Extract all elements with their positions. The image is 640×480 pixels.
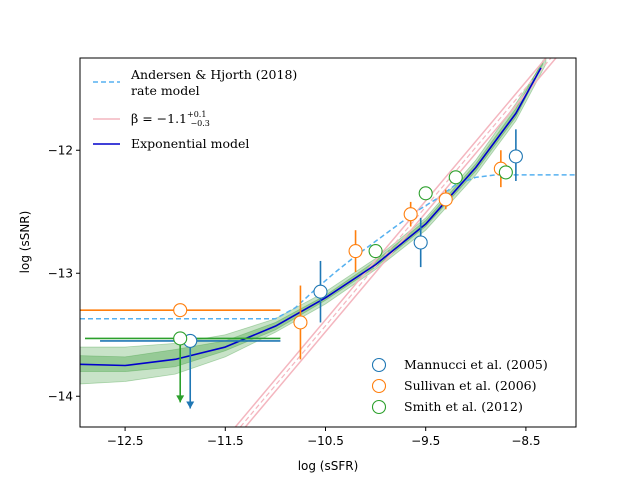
andersen-line (80, 174, 576, 320)
legend-label-andersen-1: rate model (131, 83, 200, 98)
point-smith-11 (368, 244, 383, 259)
exponential-line (80, 67, 542, 367)
point-smith-13 (448, 170, 463, 185)
legend-models: Andersen & Hjorth (2018) rate model β = −… (93, 67, 297, 151)
band-inner (80, 58, 544, 373)
point-sullivan-7 (403, 207, 418, 222)
beta-line-center (239, 58, 552, 427)
x-tick-label-4: −8.5 (511, 434, 540, 448)
point-smith-14 (498, 165, 513, 180)
point-sullivan-6 (348, 244, 363, 259)
legend-marker-mannucci (371, 357, 387, 373)
y-axis-label: log (sSNR) (18, 211, 32, 274)
point-mannucci-2 (508, 149, 523, 164)
point-mannucci-0 (313, 284, 328, 299)
point-smith-12 (418, 186, 433, 201)
point-sullivan-8 (438, 192, 453, 207)
legend-label-andersen-0: Andersen & Hjorth (2018) (130, 67, 297, 82)
x-axis-label: log (sSFR) (298, 459, 359, 473)
x-tick-label-1: −11.5 (207, 434, 244, 448)
point-smith-10 (173, 331, 188, 346)
legend-label-exponential: Exponential model (131, 136, 249, 151)
legend-label-beta: β = −1.1+0.1 −0.3 (131, 110, 210, 128)
x-tick-label-2: −10.5 (307, 434, 344, 448)
legend-marker-smith (371, 399, 387, 415)
plot-area (80, 58, 576, 427)
plot-frame (79, 57, 577, 428)
upper-limit-arrow-mannucci-3 (186, 401, 195, 409)
x-tick-label-0: −12.5 (107, 434, 144, 448)
legend-observations: Mannucci et al. (2005) Sullivan et al. (2… (371, 357, 548, 415)
legend-label-smith: Smith et al. (2012) (404, 399, 523, 414)
y-tick-label-1: −13 (48, 266, 73, 280)
axes: −12.5 −11.5 −10.5 −9.5 −8.5 −14 −13 −12 (48, 143, 541, 448)
beta-line-lower (234, 58, 547, 427)
legend-marker-sullivan (371, 378, 387, 394)
legend-label-mannucci: Mannucci et al. (2005) (404, 357, 548, 372)
beta-line-upper (244, 58, 557, 427)
legend-label-sullivan: Sullivan et al. (2006) (404, 378, 537, 393)
x-tick-label-3: −9.5 (411, 434, 440, 448)
y-tick-label-2: −12 (48, 143, 73, 157)
point-sullivan-4 (173, 303, 188, 318)
y-tick-label-0: −14 (48, 389, 73, 403)
point-sullivan-5 (293, 315, 308, 330)
upper-limit-arrow-smith-10 (176, 395, 185, 403)
point-mannucci-1 (413, 235, 428, 250)
